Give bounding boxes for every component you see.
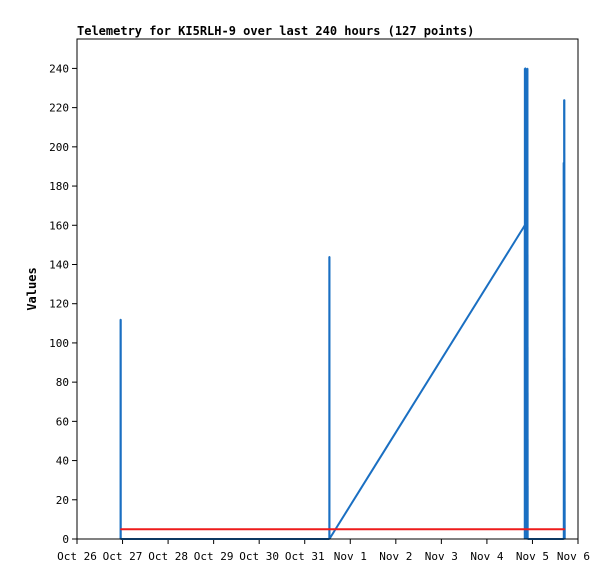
x-tick-label: Nov 5 (516, 550, 549, 563)
x-tick-label: Nov 6 (557, 550, 590, 563)
x-tick-label: Oct 28 (148, 550, 188, 563)
x-tick-label: Oct 27 (103, 550, 143, 563)
y-tick-label: 0 (62, 533, 69, 546)
x-tick-label: Oct 29 (194, 550, 234, 563)
series-0-point (563, 161, 565, 164)
y-tick-label: 200 (49, 141, 69, 154)
series-1-point (564, 528, 566, 530)
y-axis-label: Values (25, 267, 39, 310)
series-0-segment (328, 224, 526, 540)
x-tick-label: Oct 31 (285, 550, 325, 563)
series-0-point (120, 318, 122, 320)
x-tick-label: Nov 2 (379, 550, 412, 563)
series-0-point (526, 318, 528, 320)
y-tick-label: 160 (49, 219, 69, 232)
y-tick-label: 40 (56, 455, 69, 468)
series-0-point (563, 99, 565, 101)
series-0-point (524, 67, 526, 70)
series-layer (119, 67, 566, 540)
y-tick-label: 120 (49, 298, 69, 311)
x-tick-label: Oct 30 (239, 550, 279, 563)
y-tick-label: 240 (49, 62, 69, 75)
y-tick-label: 140 (49, 258, 69, 271)
y-tick-label: 220 (49, 102, 69, 115)
y-tick-label: 80 (56, 376, 69, 389)
series-0-point (526, 67, 528, 70)
y-tick-label: 60 (56, 415, 69, 428)
x-tick-label: Nov 4 (470, 550, 503, 563)
x-tick-label: Oct 26 (57, 550, 97, 563)
y-axis-ticks: 0 20 40 60 80 100 120 140 160 180 200 220 240 (49, 62, 77, 546)
series-0 (119, 67, 566, 540)
y-tick-label: 100 (49, 337, 69, 350)
y-tick-label: 180 (49, 180, 69, 193)
series-1-point (120, 528, 122, 530)
y-tick-label: 20 (56, 494, 69, 507)
x-tick-label: Nov 1 (334, 550, 367, 563)
series-1 (120, 528, 566, 531)
series-0-point (328, 256, 330, 258)
chart-title: Telemetry for KI5RLH-9 over last 240 hou… (77, 24, 474, 38)
series-0-point (525, 67, 527, 70)
plot-area-frame (76, 38, 579, 540)
x-tick-label: Nov 3 (425, 550, 458, 563)
series-0-point (524, 224, 526, 226)
x-axis-ticks: Oct 26 Oct 27 Oct 28 Oct 29 Oct 30 Oct 31 Nov … (57, 539, 590, 563)
